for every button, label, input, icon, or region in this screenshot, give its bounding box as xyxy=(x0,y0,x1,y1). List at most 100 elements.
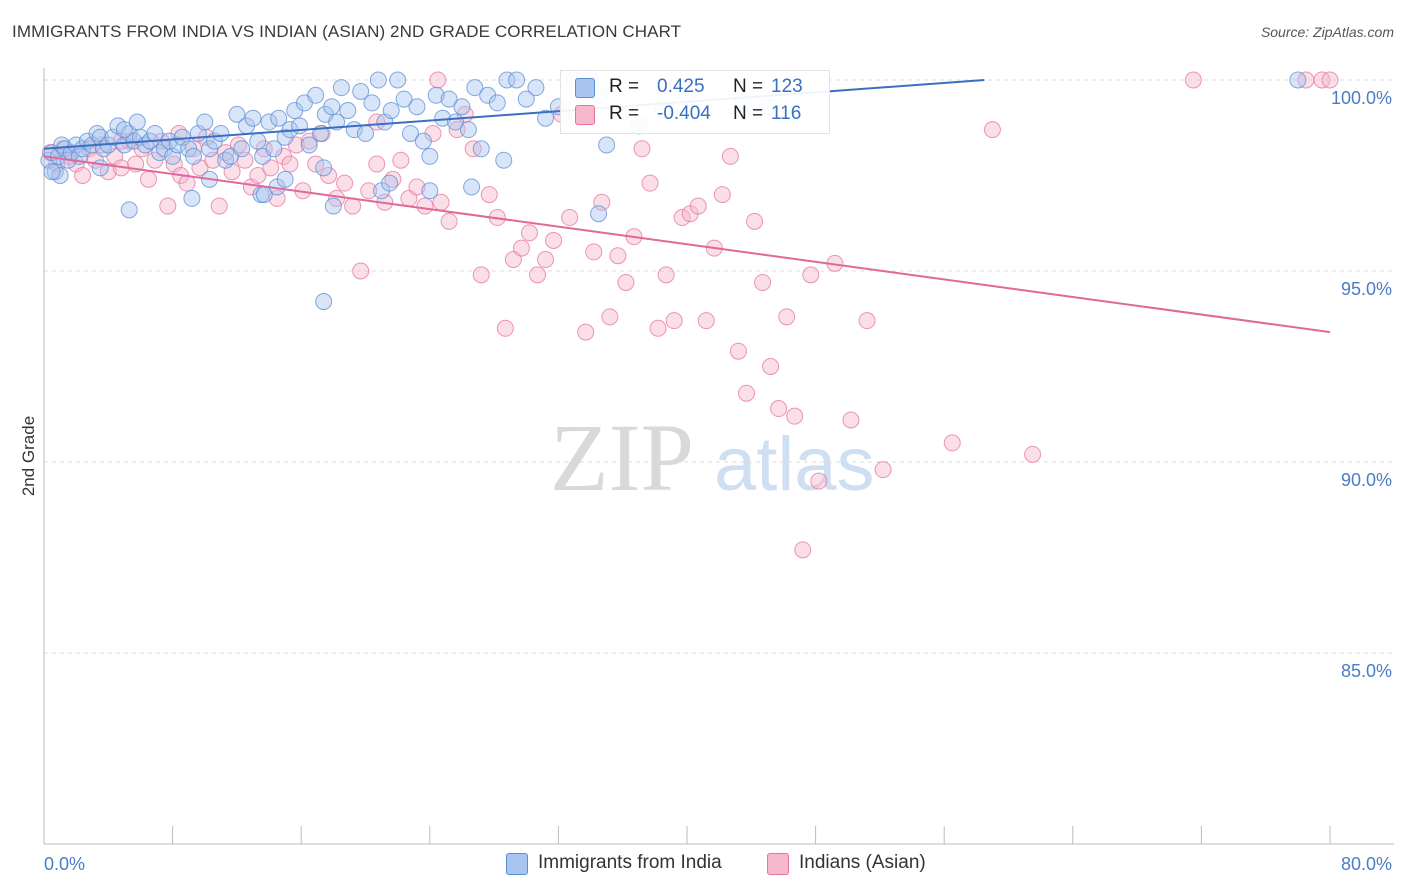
indian-asian-point xyxy=(649,319,667,337)
indian-asian-point xyxy=(786,407,804,425)
y-tick-label: 90.0% xyxy=(1341,470,1392,490)
india-point xyxy=(115,121,133,139)
indian-asian-point xyxy=(336,174,354,192)
india-point xyxy=(537,109,555,127)
india-point xyxy=(590,205,608,223)
indian-asian-point xyxy=(480,186,498,204)
india-trend-line xyxy=(43,79,985,150)
indian-asian-point xyxy=(281,155,299,173)
indian-asian-point xyxy=(943,434,961,452)
india-point xyxy=(357,124,374,142)
india-point xyxy=(332,79,350,97)
x-ticks xyxy=(43,826,1331,844)
india-point xyxy=(212,124,230,142)
chart-title: IMMIGRANTS FROM INDIA VS INDIAN (ASIAN) … xyxy=(12,22,682,41)
india-point xyxy=(427,86,445,104)
indian-asian-point xyxy=(617,273,635,291)
indian-asian-point xyxy=(1024,445,1042,463)
india-point xyxy=(498,71,516,89)
correlation-legend: R = 0.425 N = 123 R = -0.404 N = 116 xyxy=(560,70,830,134)
india-point xyxy=(323,98,341,116)
indian-asian-point xyxy=(307,155,325,173)
indian-asian-point xyxy=(665,312,683,330)
india-point xyxy=(1289,71,1307,89)
indian-asian-point xyxy=(204,151,222,169)
indian-asian-point xyxy=(657,266,675,284)
indian-asian-point xyxy=(1321,71,1339,89)
y-tick-label: 85.0% xyxy=(1341,661,1392,681)
indian-asian-point xyxy=(159,197,177,215)
y-tick-label: 95.0% xyxy=(1341,279,1392,299)
x-tick-label-min: 0.0% xyxy=(44,854,85,874)
indian-asian-point xyxy=(874,461,892,479)
indian-asian-point xyxy=(754,273,772,291)
legend-n-value: 116 xyxy=(771,103,802,124)
indian-asian-point xyxy=(520,224,538,242)
india-point xyxy=(184,147,202,165)
india-point xyxy=(249,132,267,150)
india-point xyxy=(369,71,387,89)
india-point xyxy=(260,113,278,131)
indian-asian-trend-line xyxy=(43,155,1331,334)
india-point xyxy=(488,94,506,112)
india-point xyxy=(196,113,214,131)
indian-asian-point xyxy=(641,174,659,192)
indian-asian-point xyxy=(210,197,228,215)
india-point xyxy=(233,140,251,158)
india-point xyxy=(421,182,439,200)
indian-asian-point xyxy=(762,358,780,375)
indian-asian-point xyxy=(983,121,1001,139)
indian-asian-point xyxy=(609,247,627,265)
india-point xyxy=(395,90,413,108)
x-tick-label-max: 80.0% xyxy=(1341,854,1392,874)
india-point xyxy=(472,140,490,158)
india-point xyxy=(598,136,616,154)
bottom-legend-label-indian-asian: Indians (Asian) xyxy=(799,852,926,873)
india-point xyxy=(459,121,477,139)
indian-asian-point xyxy=(472,266,490,284)
legend-n-label: N = xyxy=(733,103,764,124)
india-point xyxy=(508,71,526,89)
indian-asian-point xyxy=(802,266,820,284)
india-point xyxy=(324,197,342,215)
india-point xyxy=(440,90,458,108)
india-point xyxy=(300,136,318,154)
y-axis-label: 2nd Grade xyxy=(19,416,38,496)
india-point xyxy=(517,90,535,108)
indian-asian-point xyxy=(496,319,514,337)
indian-asian-point xyxy=(633,140,651,158)
indian-asian-point xyxy=(778,308,796,326)
india-point xyxy=(402,124,420,142)
indian-asian-point xyxy=(697,312,715,330)
indian-asian-point xyxy=(249,167,267,184)
indian-asian-point xyxy=(577,323,595,341)
india-point xyxy=(276,170,294,188)
indian-asian-point xyxy=(360,182,378,200)
legend-n-label: N = xyxy=(733,76,764,97)
india-point xyxy=(408,98,426,116)
india-point xyxy=(352,82,370,100)
india-point xyxy=(183,189,201,207)
india-point xyxy=(463,178,481,196)
legend-r-value: -0.404 xyxy=(657,103,711,124)
indian-asian-point xyxy=(512,239,530,257)
india-point xyxy=(120,201,138,219)
india-point xyxy=(315,293,333,311)
india-point xyxy=(270,109,288,127)
indian-asian-point xyxy=(344,197,362,215)
indian-asian-point xyxy=(770,400,788,418)
legend-r-value: 0.425 xyxy=(657,76,705,97)
bottom-legend-swatch-pink xyxy=(767,853,789,875)
india-point xyxy=(328,113,346,131)
india-point xyxy=(453,98,471,116)
indian-asian-point xyxy=(561,209,579,227)
indian-asian-point xyxy=(713,186,731,204)
indian-asian-point xyxy=(593,193,611,211)
zipatlas-watermark: ZIP atlas xyxy=(550,404,875,511)
india-point xyxy=(244,109,262,127)
india-point xyxy=(389,71,407,89)
indian-asian-point xyxy=(537,251,555,269)
indian-asian-point xyxy=(729,342,747,360)
y-tick-labels: 85.0% 90.0% 95.0% 100.0% xyxy=(1331,88,1392,681)
indian-asian-point xyxy=(1184,71,1202,89)
